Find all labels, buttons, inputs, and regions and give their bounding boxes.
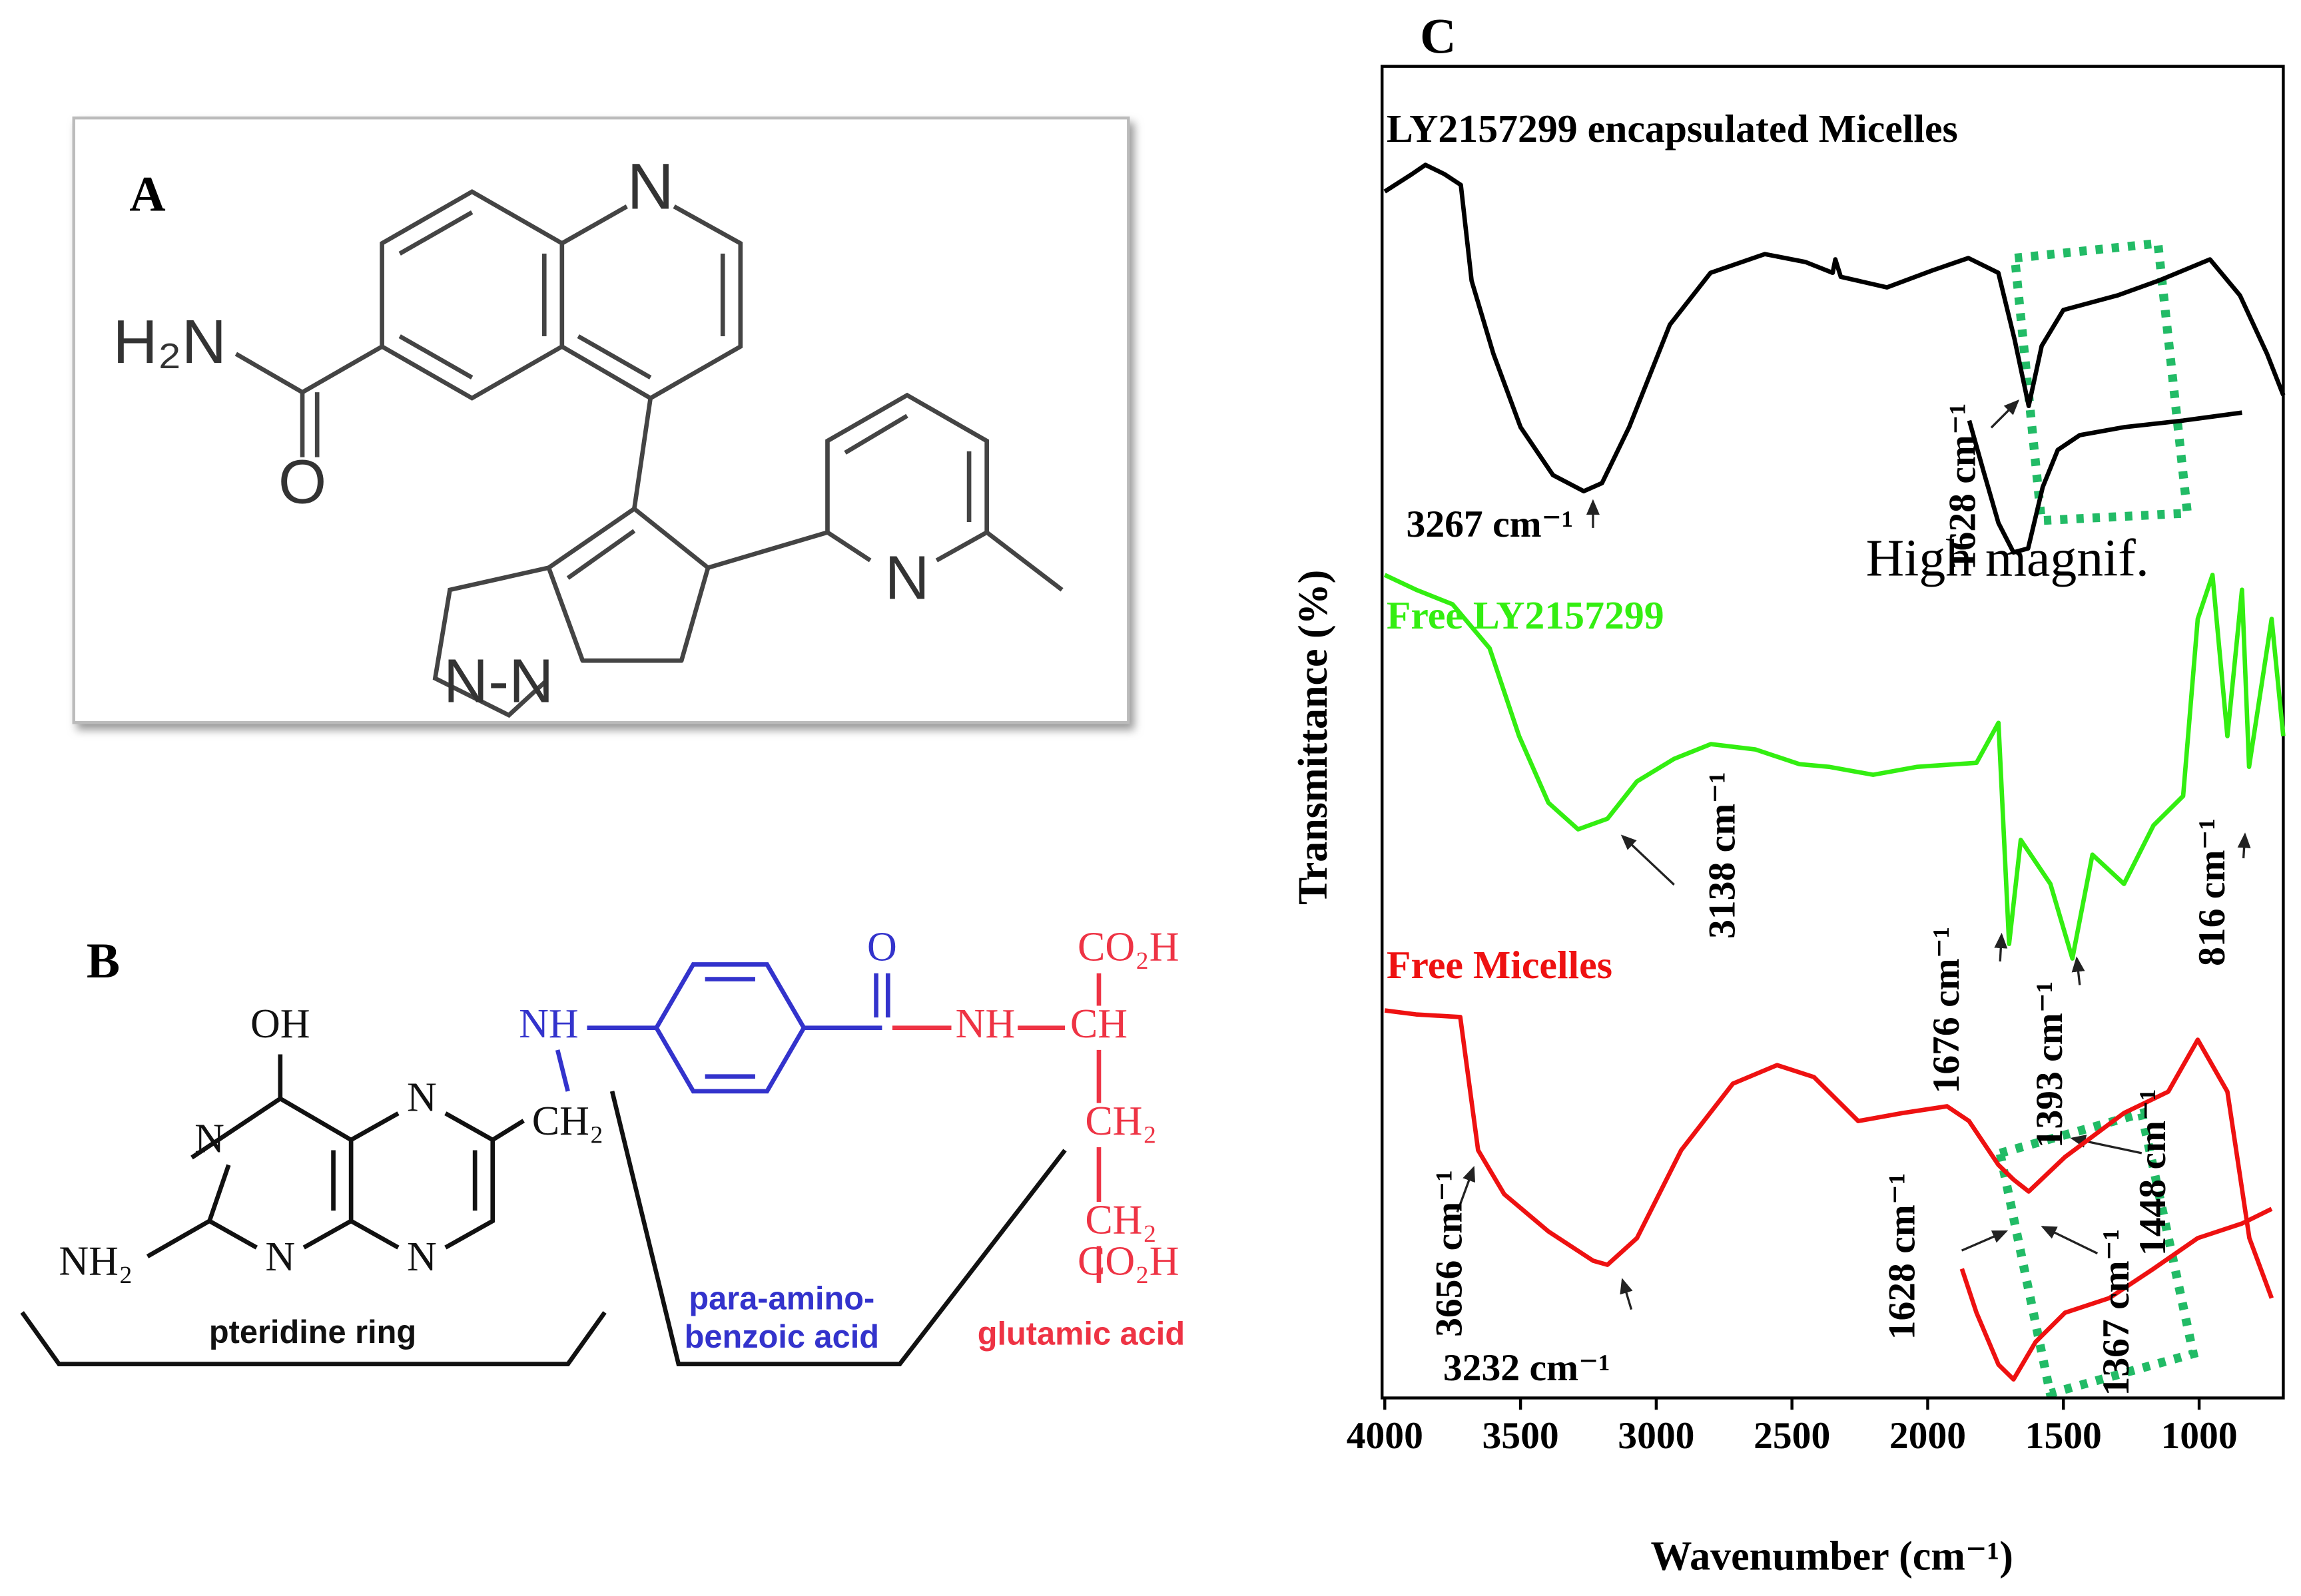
structure-label: glutamic acid: [978, 1316, 1185, 1352]
x-tick-label: 3500: [1482, 1415, 1559, 1457]
panel-a-frame: [72, 116, 1130, 724]
atom-label: N-N: [444, 646, 553, 715]
structure-label: N: [194, 1117, 224, 1162]
annotation: 3656 cm⁻¹: [1429, 1170, 1471, 1337]
panel-b: B: [20, 933, 1102, 1366]
annotation: 1628 cm⁻¹: [1881, 1173, 1923, 1340]
annotation: 1367 cm⁻¹: [2095, 1229, 2137, 1396]
annotation: 1628 cm⁻¹: [1941, 403, 1983, 570]
structure-label: CO₂H: [1078, 1238, 1179, 1284]
spectrum: [1967, 410, 2242, 555]
y-axis-label: Transmittance (%): [1291, 570, 1336, 905]
annotation: 1448 cm⁻¹: [2132, 1089, 2174, 1256]
annotation: 1676 cm⁻¹: [1925, 927, 1967, 1094]
annotation: 3267 cm⁻¹: [1407, 503, 1574, 545]
x-tick-label: 2500: [1754, 1415, 1830, 1457]
annotation: 1393 cm⁻¹: [2029, 981, 2071, 1149]
panel-a: A: [72, 116, 1130, 724]
molecule-a-bonds: [234, 189, 1064, 718]
structure-label: pteridine ring: [209, 1314, 416, 1350]
x-tick-label: 1500: [2025, 1415, 2102, 1457]
spectrum: [1384, 1008, 2274, 1299]
magnify-box: [2010, 238, 2192, 525]
spectrum: [1383, 573, 2286, 961]
structure-label: CH: [1070, 1001, 1128, 1047]
x-tick-label: 2000: [1889, 1415, 1966, 1457]
structure-label: NH: [519, 1001, 579, 1047]
atom-label: H₂N: [113, 307, 226, 376]
atom-label: N: [884, 543, 929, 612]
structure-label: CH₂: [1085, 1099, 1157, 1144]
structure-label: OH: [250, 1001, 310, 1047]
x-tick-label: 4000: [1347, 1415, 1423, 1457]
structure-label: NH: [956, 1001, 1016, 1047]
structure-label: CH₂: [1085, 1197, 1157, 1242]
magnify-box: [1995, 1107, 2199, 1400]
x-axis-label: Wavenumber (cm⁻¹): [1651, 1533, 2013, 1579]
structure-label: N: [265, 1234, 295, 1280]
atom-label: N: [627, 150, 674, 223]
molecule-b-bonds: [20, 962, 1102, 1366]
structure-label: N: [407, 1234, 437, 1280]
annotation: High magnif.: [1866, 529, 2149, 587]
annotation: 3232 cm⁻¹: [1443, 1347, 1610, 1389]
structure-label: NH₂: [59, 1238, 133, 1284]
structure-label: CO₂H: [1078, 925, 1179, 970]
x-tick-label: 1000: [2160, 1415, 2237, 1457]
structure-label: O: [867, 925, 897, 970]
panel-label: A: [129, 166, 165, 222]
panel-label: B: [87, 933, 120, 989]
spectrum: [1383, 162, 2286, 494]
annotation: 816 cm⁻¹: [2191, 818, 2233, 966]
structure-label: benzoic acid: [685, 1319, 879, 1355]
structure-label: para-amino-: [689, 1280, 874, 1316]
series-label: LY2157299 encapsulated Micelles: [1387, 107, 1958, 150]
panel-c-decor: [1456, 238, 2251, 1400]
series-label: Free Micelles: [1387, 943, 1612, 987]
structure-label: CH₂: [532, 1099, 604, 1144]
series-label: Free LY2157299: [1387, 593, 1664, 637]
panel-label: C: [1420, 9, 1456, 64]
spectrum: [1959, 1206, 2273, 1382]
annotation: 3138 cm⁻¹: [1701, 772, 1743, 939]
atom-label: O: [278, 447, 326, 516]
structure-label: N: [407, 1075, 437, 1121]
x-tick-label: 3000: [1618, 1415, 1694, 1457]
